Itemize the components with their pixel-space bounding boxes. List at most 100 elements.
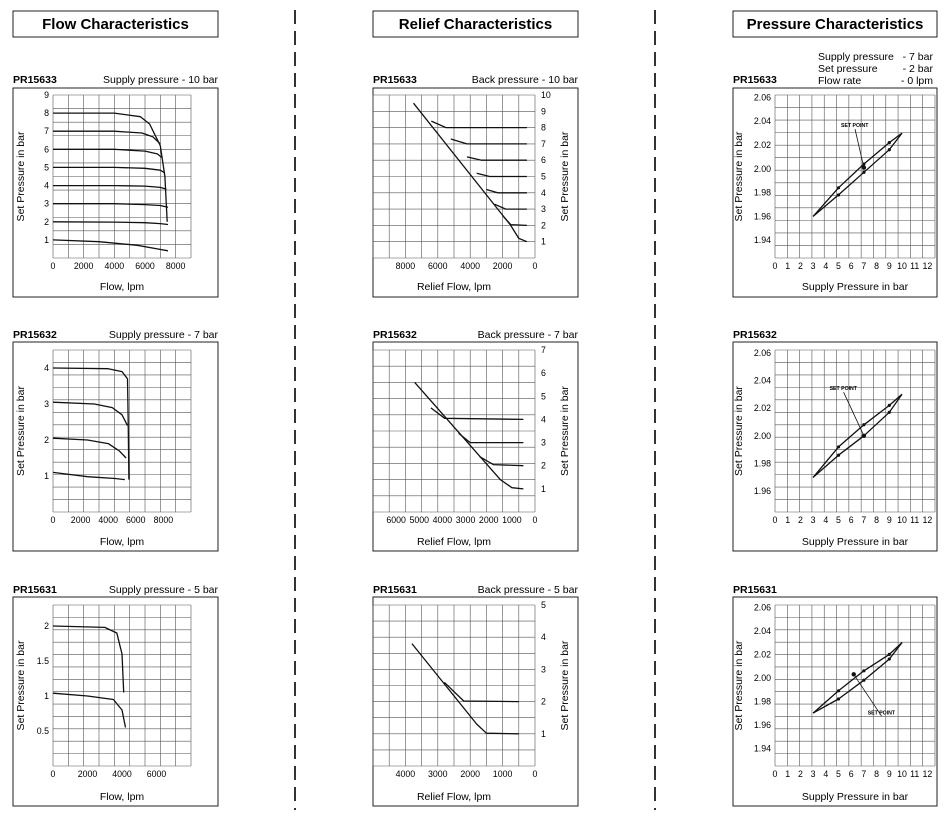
chart-flow-pr15633: PR15633 Supply pressure - 10 bar 0 2000 4000… [12,74,219,298]
x-tick-label: 8 [874,261,879,271]
x-axis-label: Relief Flow, lpm [417,536,491,548]
chart-frame [12,341,219,552]
model-label: PR15633 [733,74,777,86]
x-tick-label: 0 [51,515,56,525]
x-tick-label: 4000 [433,515,453,525]
x-tick-label: 12 [922,261,932,271]
y-tick-label: 2.02 [754,649,771,659]
x-tick-label: 2 [798,261,803,271]
series-line [52,367,130,480]
model-label: PR15631 [733,584,777,596]
x-tick-label: 8000 [396,261,416,271]
x-tick-label: 5000 [409,515,429,525]
model-label: PR15631 [373,584,417,596]
y-tick-label: 1.94 [754,235,771,245]
series-line [476,172,527,178]
y-tick-label: 5 [541,172,546,182]
x-tick-label: 11 [910,515,919,525]
x-tick-label: 4000 [460,261,480,271]
column-title: Relief Characteristics [399,16,552,33]
x-tick-label: 8 [874,515,879,525]
x-tick-label: 6000 [126,515,146,525]
x-tick-label: 11 [910,769,919,779]
x-tick-label: 2000 [78,769,98,779]
y-tick-label: 1.96 [754,486,771,496]
data-point [862,669,866,673]
y-axis-label: Set Pressure in bar [733,640,745,730]
condition-note: Supply pressure - 5 bar [109,584,219,596]
x-tick-label: 6000 [147,769,167,779]
set-point-leader [854,129,865,168]
y-axis-label: Set Pressure in bar [15,131,27,221]
supply-note-label: Supply pressure [818,51,894,63]
y-tick-label: 7 [541,139,546,149]
chart-frame [732,341,938,552]
x-tick-label: 4000 [112,769,132,779]
y-axis-label: Set Pressure in bar [15,640,27,730]
x-tick-label: 12 [922,769,932,779]
y-tick-label: 4 [541,414,546,424]
series-line [430,407,524,421]
data-point [887,140,891,145]
set-point-leader [853,674,883,717]
x-tick-label: 2 [798,515,803,525]
x-axis-label: Flow, lpm [100,536,145,548]
y-tick-label: 9 [44,90,49,100]
series-line [479,455,524,467]
data-point [836,186,841,190]
column-header-pressure: Pressure Characteristics [732,10,938,38]
y-tick-label: 4 [44,181,49,191]
x-axis-label: Flow, lpm [100,281,145,293]
x-tick-label: 6000 [386,515,406,525]
series-line [53,203,169,208]
x-tick-label: 2000 [460,769,480,779]
series-line [52,625,125,693]
y-tick-label: 2.06 [754,92,771,102]
y-tick-label: 2.06 [754,348,771,358]
x-tick-label: 6000 [428,261,448,271]
x-tick-label: 0 [51,261,56,271]
data-point [862,678,866,682]
x-tick-label: 0 [773,261,778,271]
y-tick-label: 2.00 [754,673,771,683]
x-tick-label: 3000 [456,515,476,525]
y-tick-label: 4 [44,363,49,373]
y-tick-label: 4 [541,188,546,198]
y-tick-label: 3 [541,204,546,214]
y-tick-label: 1.98 [754,188,771,198]
y-axis-label: Set Pressure in bar [559,640,571,730]
y-tick-label: 1.5 [37,656,49,666]
column-header-flow: Flow Characteristics [12,10,219,38]
series-line [52,239,169,252]
y-tick-label: 7 [541,345,546,355]
x-tick-label: 5 [836,515,841,525]
series-line [53,130,161,145]
x-tick-label: 7 [861,769,866,779]
set-point-label: SET POINT [841,123,869,129]
x-tick-label: 11 [910,261,919,271]
y-tick-label: 2.06 [754,602,771,612]
set-point-label: SET POINT [830,386,858,392]
y-tick-label: 4 [541,632,546,642]
data-point [836,697,841,701]
x-tick-label: 4000 [105,261,125,271]
x-tick-label: 9 [887,261,892,271]
x-tick-label: 2 [798,769,803,779]
y-axis-label: Set Pressure in bar [733,131,745,221]
y-tick-label: 2.00 [754,431,771,441]
column-title: Flow Characteristics [42,16,189,33]
y-tick-label: 2 [44,621,49,631]
x-tick-label: 9 [887,515,892,525]
data-point [862,423,866,427]
data-point [836,445,841,449]
y-tick-label: 1 [541,484,546,494]
series-line [486,188,527,194]
y-tick-label: 2 [44,435,49,445]
y-tick-label: 9 [541,106,546,116]
series-line [53,166,166,174]
y-tick-label: 5 [541,391,546,401]
data-point [887,403,891,407]
chart-frame [372,341,579,552]
